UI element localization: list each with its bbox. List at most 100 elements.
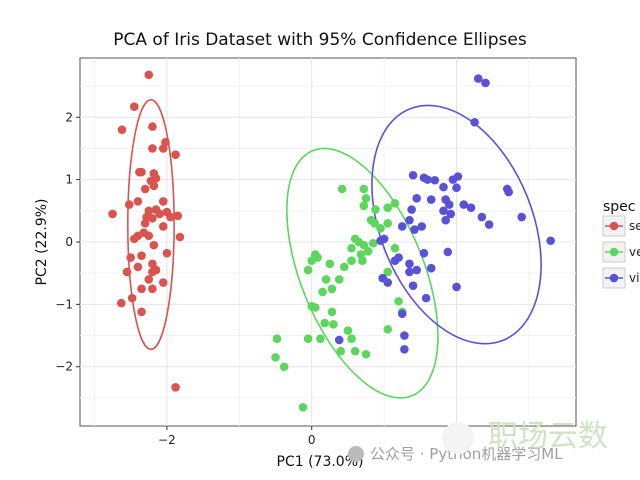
point-ve: [350, 346, 360, 356]
legend-label-ve: ve: [629, 245, 640, 259]
point-ve: [298, 402, 308, 412]
point-ve: [307, 256, 317, 266]
point-vi: [419, 248, 429, 258]
point-ve: [336, 346, 345, 356]
x-tick-label: −2: [158, 433, 176, 447]
point-vi: [473, 74, 483, 83]
point-ve: [343, 326, 353, 335]
point-se: [171, 150, 180, 159]
point-se: [149, 181, 159, 191]
point-ve: [327, 307, 337, 317]
point-vi: [408, 281, 418, 290]
point-se: [117, 125, 127, 135]
point-ve: [318, 287, 327, 297]
chart-title: PCA of Iris Dataset with 95% Confidence …: [113, 30, 527, 50]
point-ve: [359, 184, 369, 194]
point-se: [155, 209, 164, 219]
point-ve: [383, 203, 393, 212]
point-se: [148, 267, 157, 277]
point-vi: [452, 282, 461, 292]
point-se: [127, 293, 137, 303]
point-se: [148, 213, 157, 223]
point-vi: [439, 182, 448, 192]
point-ve: [368, 238, 378, 248]
point-vi: [397, 309, 407, 319]
point-vi: [517, 212, 526, 222]
point-ve: [383, 267, 393, 277]
point-ve: [329, 320, 338, 329]
point-vi: [407, 205, 416, 214]
point-se: [137, 251, 146, 261]
point-ve: [325, 259, 335, 269]
watermark-logo-icon: [442, 422, 474, 454]
point-vi: [444, 200, 454, 209]
point-vi: [504, 187, 513, 197]
point-ve: [376, 223, 385, 233]
point-ve: [279, 362, 289, 372]
point-se: [148, 122, 157, 131]
point-ve: [370, 218, 380, 228]
point-se: [148, 284, 157, 294]
point-vi: [477, 212, 487, 222]
point-ve: [320, 318, 330, 328]
wechat-icon: [348, 446, 364, 462]
point-ve: [272, 334, 282, 343]
point-vi: [400, 344, 409, 354]
point-vi: [410, 225, 419, 234]
legend-label-vi: vi: [629, 271, 639, 285]
watermark-text: 公众号 · Python机器学习ML: [370, 445, 563, 463]
point-ve: [307, 301, 317, 311]
point-se: [148, 259, 157, 269]
point-vi: [334, 335, 344, 345]
point-se: [133, 262, 143, 272]
point-se: [124, 200, 134, 209]
legend-title: spec: [603, 199, 636, 215]
point-vi: [421, 293, 431, 303]
point-ve: [394, 296, 403, 306]
point-vi: [400, 331, 409, 340]
point-se: [140, 218, 150, 228]
y-tick-label: −1: [55, 297, 73, 311]
legend: spec se ve vi: [602, 199, 640, 289]
point-se: [137, 284, 146, 294]
point-se: [122, 267, 132, 277]
confidence-ellipses: [126, 98, 542, 399]
point-vi: [379, 234, 389, 244]
y-tick-label: 1: [65, 173, 73, 187]
point-vi: [443, 247, 453, 257]
point-vi: [546, 236, 555, 246]
point-se: [108, 209, 117, 219]
point-ve: [316, 334, 325, 343]
y-axis-ticks: −2 −1 0 1 2: [55, 110, 80, 374]
point-vi: [459, 200, 469, 209]
legend-marker-ve: [609, 247, 619, 257]
point-se: [130, 102, 139, 111]
point-vi: [484, 220, 494, 229]
point-vi: [412, 194, 422, 203]
point-se: [171, 383, 180, 392]
point-vi: [446, 209, 456, 219]
point-ve: [339, 262, 349, 272]
point-ve: [303, 265, 313, 275]
point-vi: [441, 215, 450, 225]
point-se: [158, 197, 168, 206]
point-ve: [337, 184, 347, 194]
point-ve: [334, 275, 344, 284]
point-ve: [358, 256, 367, 266]
point-se: [140, 184, 150, 194]
point-vi: [430, 175, 440, 185]
point-ve: [327, 284, 337, 294]
point-vi: [405, 267, 414, 277]
point-se: [144, 231, 154, 241]
y-tick-label: 2: [65, 110, 73, 124]
point-vi: [470, 117, 479, 127]
point-se: [144, 70, 154, 80]
point-vi: [426, 195, 436, 204]
watermark: 公众号 · Python机器学习ML 职场云数: [348, 419, 608, 463]
point-vi: [439, 206, 448, 216]
ellipse-vi: [371, 104, 542, 345]
point-ve: [359, 201, 369, 211]
point-ve: [347, 256, 356, 266]
point-se: [116, 298, 126, 308]
